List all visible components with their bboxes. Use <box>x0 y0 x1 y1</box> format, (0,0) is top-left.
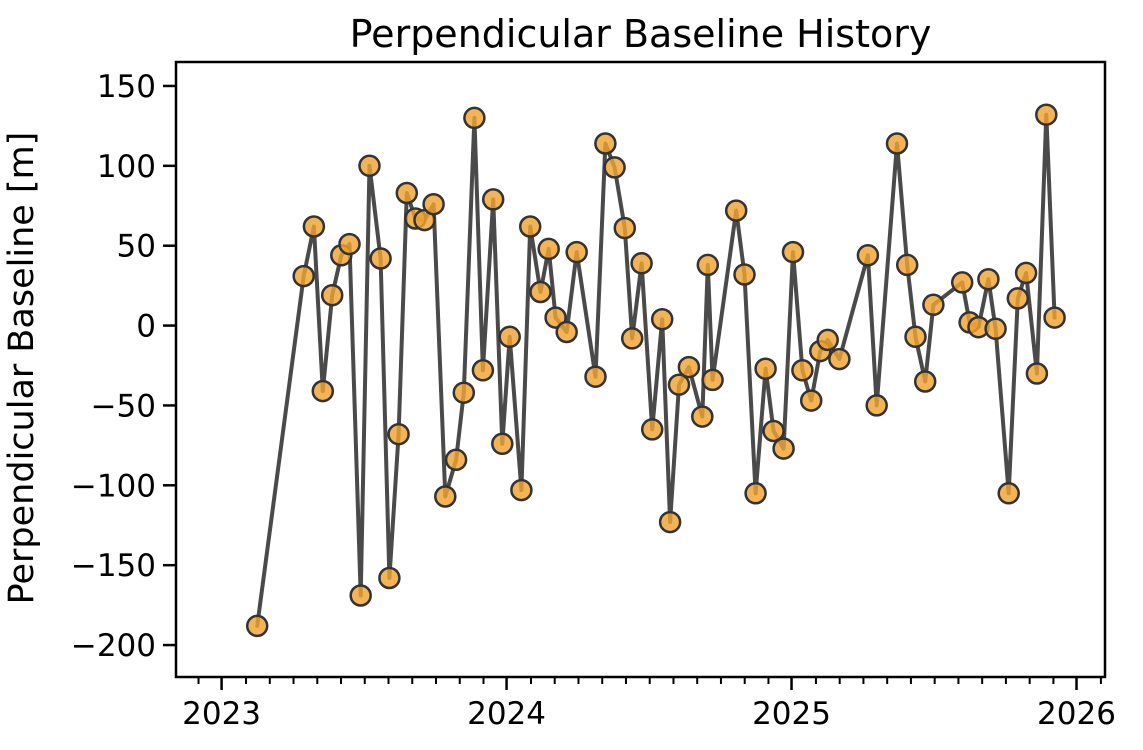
data-point-marker <box>791 359 814 382</box>
data-point-marker <box>1025 362 1049 385</box>
data-point-marker <box>984 317 1007 341</box>
x-tick-label: 2026 <box>1037 696 1116 732</box>
data-point-marker <box>481 188 505 211</box>
data-point-marker <box>529 280 552 304</box>
data-point-marker <box>311 379 335 403</box>
data-point-marker <box>444 448 468 472</box>
data-point-marker <box>320 283 344 307</box>
data-point-marker <box>452 381 476 404</box>
data-point-marker <box>498 325 521 349</box>
data-point-marker <box>724 199 748 222</box>
y-tick-label: −200 <box>71 628 156 664</box>
data-point-marker <box>658 510 682 534</box>
data-point-marker <box>922 293 945 317</box>
data-point-marker <box>816 328 839 352</box>
data-point-marker <box>904 325 927 349</box>
data-point-marker <box>594 132 617 155</box>
data-point-marker <box>1035 103 1058 126</box>
data-point-marker <box>491 432 514 456</box>
data-point-marker <box>997 482 1020 505</box>
y-tick-label: 100 <box>97 149 156 185</box>
data-point-marker <box>781 240 805 264</box>
data-point-marker <box>369 247 392 270</box>
data-point-marker <box>603 156 626 179</box>
y-tick-label: 0 <box>136 309 156 345</box>
data-point-marker <box>828 347 851 371</box>
data-point-marker <box>799 389 823 412</box>
data-point-marker <box>950 271 974 294</box>
data-point-marker <box>885 132 909 155</box>
data-point-marker <box>630 252 653 275</box>
data-point-marker <box>677 355 701 379</box>
data-point-marker <box>537 237 560 261</box>
data-point-marker <box>471 359 495 382</box>
data-point-marker <box>650 307 674 331</box>
x-tick-label: 2023 <box>182 696 261 732</box>
data-point-marker <box>865 394 888 417</box>
data-point-marker <box>1014 261 1038 285</box>
data-point-marker <box>378 566 401 590</box>
data-point-marker <box>696 253 720 277</box>
data-point-marker <box>895 253 919 277</box>
data-point-marker <box>518 215 542 238</box>
data-point-marker <box>733 263 756 286</box>
data-point-marker <box>338 232 361 256</box>
data-point-marker <box>772 437 795 460</box>
data-point-marker <box>620 327 644 350</box>
plot-frame <box>174 60 1107 679</box>
x-tick-label: 2024 <box>467 696 546 732</box>
data-point-marker <box>691 405 714 428</box>
data-point-marker <box>463 106 486 130</box>
data-point-marker <box>1006 287 1030 310</box>
y-tick-label: 50 <box>117 229 156 265</box>
data-point-marker <box>387 422 410 446</box>
data-point-marker <box>395 181 419 205</box>
data-point-marker <box>292 264 315 288</box>
data-point-marker <box>613 216 637 240</box>
data-point-marker <box>510 478 533 502</box>
data-point-marker <box>913 370 937 393</box>
data-point-marker <box>754 357 777 380</box>
y-tick-label: −150 <box>71 548 156 584</box>
data-point-marker <box>302 215 326 238</box>
data-point-marker <box>245 614 269 638</box>
y-tick-label: −50 <box>91 388 156 424</box>
data-point-marker <box>1043 306 1066 329</box>
x-tick-label: 2025 <box>752 696 831 732</box>
data-point-marker <box>349 584 372 607</box>
data-point-marker <box>358 154 381 178</box>
data-point-marker <box>744 482 767 505</box>
y-tick-label: −100 <box>71 468 156 504</box>
data-point-marker <box>977 267 1000 291</box>
series-line <box>255 112 1057 628</box>
y-tick-label: 150 <box>97 69 156 105</box>
data-point-marker <box>565 240 588 264</box>
data-point-marker <box>667 373 691 396</box>
data-point-marker <box>856 244 880 267</box>
data-point-marker <box>422 192 445 216</box>
data-point-marker <box>434 485 457 508</box>
data-point-marker <box>584 365 607 388</box>
data-point-marker <box>640 418 664 441</box>
data-point-marker <box>555 320 578 344</box>
chart-title: Perpendicular Baseline History <box>349 12 932 56</box>
data-point-marker <box>762 419 785 443</box>
data-point-marker <box>701 368 724 392</box>
